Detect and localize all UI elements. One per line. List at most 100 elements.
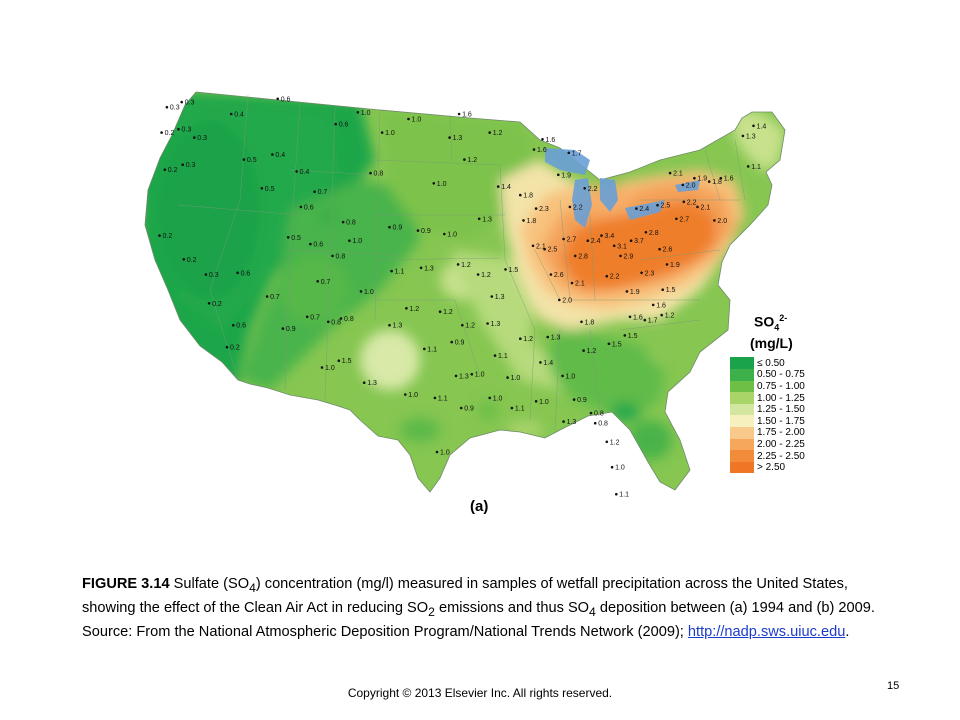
station-dot [510, 406, 514, 410]
station-dot [476, 273, 480, 276]
station-dot [623, 334, 627, 337]
legend-swatch [730, 415, 754, 428]
station-dot [635, 207, 638, 210]
station-dot [570, 281, 574, 285]
station-marker: 2.3 [640, 270, 654, 277]
legend-label: 2.00 - 2.25 [757, 438, 805, 450]
station-marker: 0.9 [450, 340, 465, 347]
station-value-label: 1.8 [712, 179, 722, 186]
station-value-label: 0.2 [212, 301, 222, 308]
station-marker: 1.1 [390, 269, 404, 276]
station-dot [675, 217, 678, 221]
station-marker: 1.2 [582, 348, 596, 355]
sulfate-map: 0.3 0.3 0.2 0.3 0.3 0.2 0.3 0.2 0.2 0.3 0.2 0.6 0.2 0… [140, 90, 800, 510]
station-marker: 0.3 [165, 105, 180, 112]
station-dot [522, 219, 525, 222]
station-dot [337, 359, 341, 363]
station-marker: 1.2 [660, 313, 675, 320]
great-lakes [545, 148, 700, 228]
station-dot [660, 313, 663, 317]
station-dot [295, 170, 298, 173]
station-dot [532, 148, 536, 151]
legend-swatch [730, 392, 754, 404]
station-marker: 2.2 [583, 186, 598, 193]
station-dot [457, 112, 461, 116]
station-marker: 1.8 [707, 179, 722, 186]
station-dot [388, 323, 391, 327]
station-marker: 1.1 [423, 346, 437, 353]
legend-swatch [730, 357, 754, 370]
station-value-label: 1.2 [665, 313, 675, 320]
station-dot [568, 205, 572, 209]
station-value-label: 0.9 [393, 225, 403, 232]
station-dot [433, 396, 437, 400]
station-marker: 1.3 [490, 294, 505, 301]
station-dot [299, 205, 303, 209]
station-dot [519, 337, 522, 341]
station-marker: 1.7 [643, 318, 658, 325]
station-value-label: 3.1 [617, 243, 627, 250]
station-value-label: 2.9 [624, 253, 634, 260]
station-marker: 1.4 [752, 123, 766, 130]
station-dot [265, 295, 269, 298]
station-dot [665, 263, 669, 266]
station-dot [356, 111, 360, 114]
legend-label: 0.75 - 1.00 [757, 380, 805, 392]
station-dot [380, 131, 384, 134]
station-value-label: 0.6 [304, 204, 314, 211]
station-value-label: 0.2 [168, 167, 178, 174]
station-value-label: 1.3 [453, 135, 463, 142]
station-value-label: 1.4 [501, 184, 511, 191]
station-marker: 0.2 [207, 301, 222, 308]
station-marker: 0.2 [182, 257, 197, 264]
station-dot [432, 182, 436, 185]
station-dot [562, 420, 565, 423]
station-marker: 0.6 [236, 270, 250, 277]
station-marker: 1.2 [405, 306, 419, 313]
legend-label: ≤ 0.50 [757, 357, 785, 369]
station-dot [486, 322, 489, 325]
station-marker: 1.0 [488, 395, 503, 402]
station-dot [713, 219, 716, 222]
station-marker: 0.2 [163, 167, 178, 174]
station-dot [320, 366, 324, 369]
station-value-label: 0.2 [163, 233, 173, 240]
station-marker: 0.6 [309, 242, 323, 249]
station-dot [707, 180, 711, 183]
station-marker: 1.0 [534, 399, 549, 406]
source-link[interactable]: http://nadp.sws.uiuc.edu [687, 623, 846, 640]
station-dot [549, 273, 553, 276]
station-dot [477, 217, 481, 221]
station-marker: 0.9 [459, 406, 474, 413]
station-value-label: 2.1 [701, 204, 711, 211]
station-dot [561, 374, 564, 378]
station-dot [488, 396, 492, 400]
station-marker: 0.6 [334, 122, 349, 129]
station-value-label: 2.3 [539, 206, 549, 213]
station-marker: 0.8 [589, 411, 604, 418]
station-value-label: 1.0 [566, 373, 576, 380]
station-value-label: 0.8 [331, 319, 341, 326]
station-value-label: 1.3 [482, 216, 492, 223]
station-value-label: 0.2 [165, 130, 175, 137]
station-dot [605, 440, 609, 444]
station-marker: 3.4 [600, 233, 614, 240]
station-value-label: 1.7 [572, 150, 582, 157]
station-dot [539, 361, 542, 364]
station-value-label: 0.4 [275, 152, 285, 159]
station-marker: 1.2 [605, 439, 620, 446]
legend-item: 2.00 - 2.25 [730, 438, 810, 451]
station-value-label: 0.8 [594, 411, 604, 418]
station-dot [661, 288, 664, 292]
station-marker: 1.6 [541, 137, 555, 144]
station-marker: 1.0 [443, 232, 457, 239]
station-marker: 1.9 [625, 289, 640, 296]
station-dot [309, 242, 312, 246]
station-marker: 0.9 [416, 228, 431, 235]
station-dot [423, 347, 426, 351]
station-value-label: 1.9 [670, 262, 680, 269]
station-value-label: 1.0 [412, 117, 422, 124]
station-marker: 2.2 [682, 199, 697, 206]
station-dot [182, 258, 186, 261]
station-dot [260, 187, 264, 190]
